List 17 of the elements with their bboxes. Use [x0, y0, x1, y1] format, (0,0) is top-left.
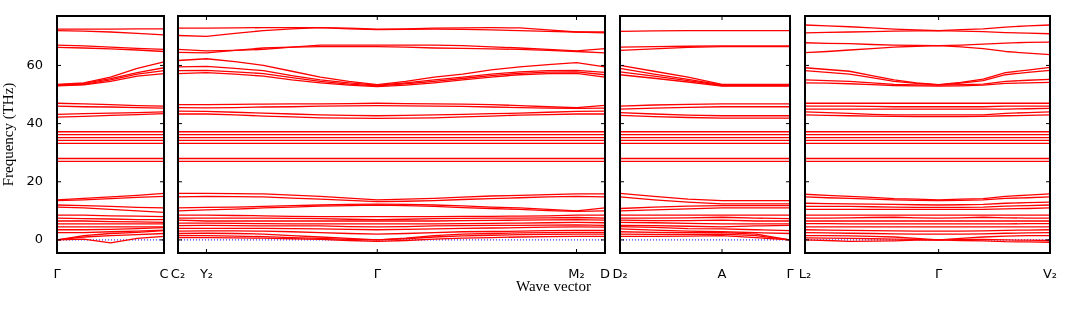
y-tick-label: 60 — [26, 56, 43, 72]
x-tick-label: A — [717, 266, 727, 282]
x-tick-label: Γ — [935, 266, 944, 282]
x-tick-label: V₂ — [1042, 266, 1058, 282]
x-tick-label: C₂ — [170, 266, 186, 282]
y-tick-label: 20 — [26, 173, 43, 189]
x-tick-label: C — [159, 266, 169, 282]
x-tick-label: D₂ — [612, 266, 628, 282]
y-tick-label: 40 — [26, 114, 43, 130]
y-tick-label: 0 — [34, 231, 43, 247]
x-tick-label: Y₂ — [198, 266, 214, 282]
y-axis-title: Frequency (THz) — [0, 82, 17, 187]
x-tick-label: L₂ — [798, 266, 812, 282]
x-tick-label: D — [599, 266, 611, 282]
x-tick-label: Γ — [373, 266, 382, 282]
x-tick-label: Γ — [53, 266, 62, 282]
x-tick-label: Γ — [786, 266, 795, 282]
